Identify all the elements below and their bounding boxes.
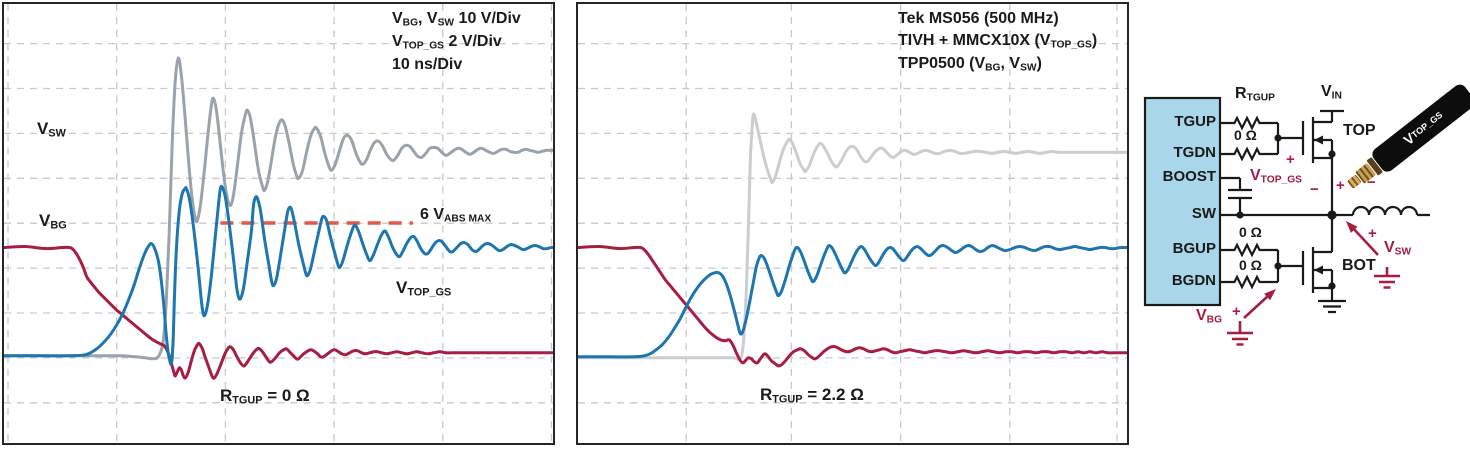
resistor-value-bgup: 0 Ω: [1239, 224, 1262, 240]
trace-label-vsw: VSW: [37, 119, 66, 140]
vtopgs-measurement-label: VTOP_GS: [1250, 167, 1303, 186]
bot-fet-arrow-icon: [1314, 265, 1323, 275]
ic-pin-tgup: TGUP: [1174, 113, 1216, 130]
condition-label-right: RTGUP = 2.2 Ω: [760, 385, 864, 406]
annotation-arrowheads: [1264, 221, 1358, 301]
vbg-measurement-label: VBG: [1196, 307, 1223, 326]
trace-vbg: [578, 245, 1127, 368]
legend-line-scope-model: Tek MS056 (500 MHz): [898, 10, 1059, 27]
equipment-legend: Tek MS056 (500 MHz) TIVH + MMCX10X (VTOP…: [898, 10, 1098, 79]
vsw-arrowhead-icon: [1346, 221, 1358, 233]
trace-vtopgs: [578, 243, 1127, 359]
condition-label-left: RTGUP = 0 Ω: [220, 386, 310, 407]
legend-line-scale-vtopgs: VTOP_GS 2 V/Div: [392, 32, 502, 52]
legend-line-probe-tivh: TIVH + MMCX10X (VTOP_GS): [898, 31, 1098, 51]
trace-vtopgs: [4, 184, 553, 366]
vtopgs-minus-sign: −: [1310, 181, 1319, 198]
vin-label: VIN: [1321, 83, 1342, 102]
scope-plot-right: [576, 2, 1129, 445]
trace-label-vtopgs: VTOP_GS: [396, 278, 452, 299]
trace-vsw: [578, 112, 1127, 362]
scope-plot-right-traces: [578, 4, 1127, 443]
legend-line-timebase: 10 ns/Div: [392, 55, 463, 73]
trace-vsw: [4, 56, 553, 361]
scope-plot-left-traces: [4, 4, 553, 443]
vtopgs-plus-sign: +: [1286, 151, 1295, 168]
ic-pin-tgdn: TGDN: [1173, 144, 1217, 161]
trace-label-vbg: VBG: [39, 211, 67, 232]
scope-plot-left: [2, 2, 555, 445]
gate-driver-ic-body: [1143, 96, 1222, 307]
circuit-nodes: [1236, 134, 1337, 290]
vsw-plus-sign: +: [1368, 225, 1377, 242]
resistor-value-bgdn: 0 Ω: [1239, 257, 1262, 273]
ic-pin-sw: SW: [1191, 205, 1216, 222]
top-fet-label: TOP: [1343, 122, 1376, 139]
legend-line-scale-vbg-vsw: VBG, VSW 10 V/Div: [392, 10, 521, 29]
scope-settings-legend: VBG, VSW 10 V/Div VTOP_GS 2 V/Div 10 ns/…: [392, 10, 521, 79]
legend-line-probe-tpp: TPP0500 (VBG, VSW): [898, 54, 1042, 74]
vbg-arrowhead-icon: [1264, 289, 1276, 301]
abs-max-annotation-label: 6 VABS MAX: [420, 206, 492, 225]
vsw-measurement-label: VSW: [1384, 239, 1412, 258]
bot-fet-label: BOT: [1342, 257, 1376, 274]
rtgup-component-label: RTGUP: [1235, 85, 1275, 104]
trace-vbg: [4, 245, 553, 380]
ic-pin-bgup: BGUP: [1172, 240, 1216, 257]
ic-pin-boost: BOOST: [1162, 168, 1216, 185]
circuit-diagram: TGUP TGDN BOOST SW BGUP BGDN RTGUP 0 Ω 0…: [1140, 75, 1470, 385]
vbg-plus-sign: +: [1232, 303, 1241, 320]
circuit-wiring: [1143, 96, 1430, 346]
top-fet-arrow-icon: [1314, 135, 1323, 145]
ic-pin-bgdn: BGDN: [1171, 272, 1216, 289]
sw-node-minus-sign: −: [1367, 174, 1376, 191]
sw-node-plus-sign: +: [1336, 177, 1345, 194]
probe-annotations: [1227, 226, 1400, 346]
resistor-value-top: 0 Ω: [1234, 127, 1257, 143]
